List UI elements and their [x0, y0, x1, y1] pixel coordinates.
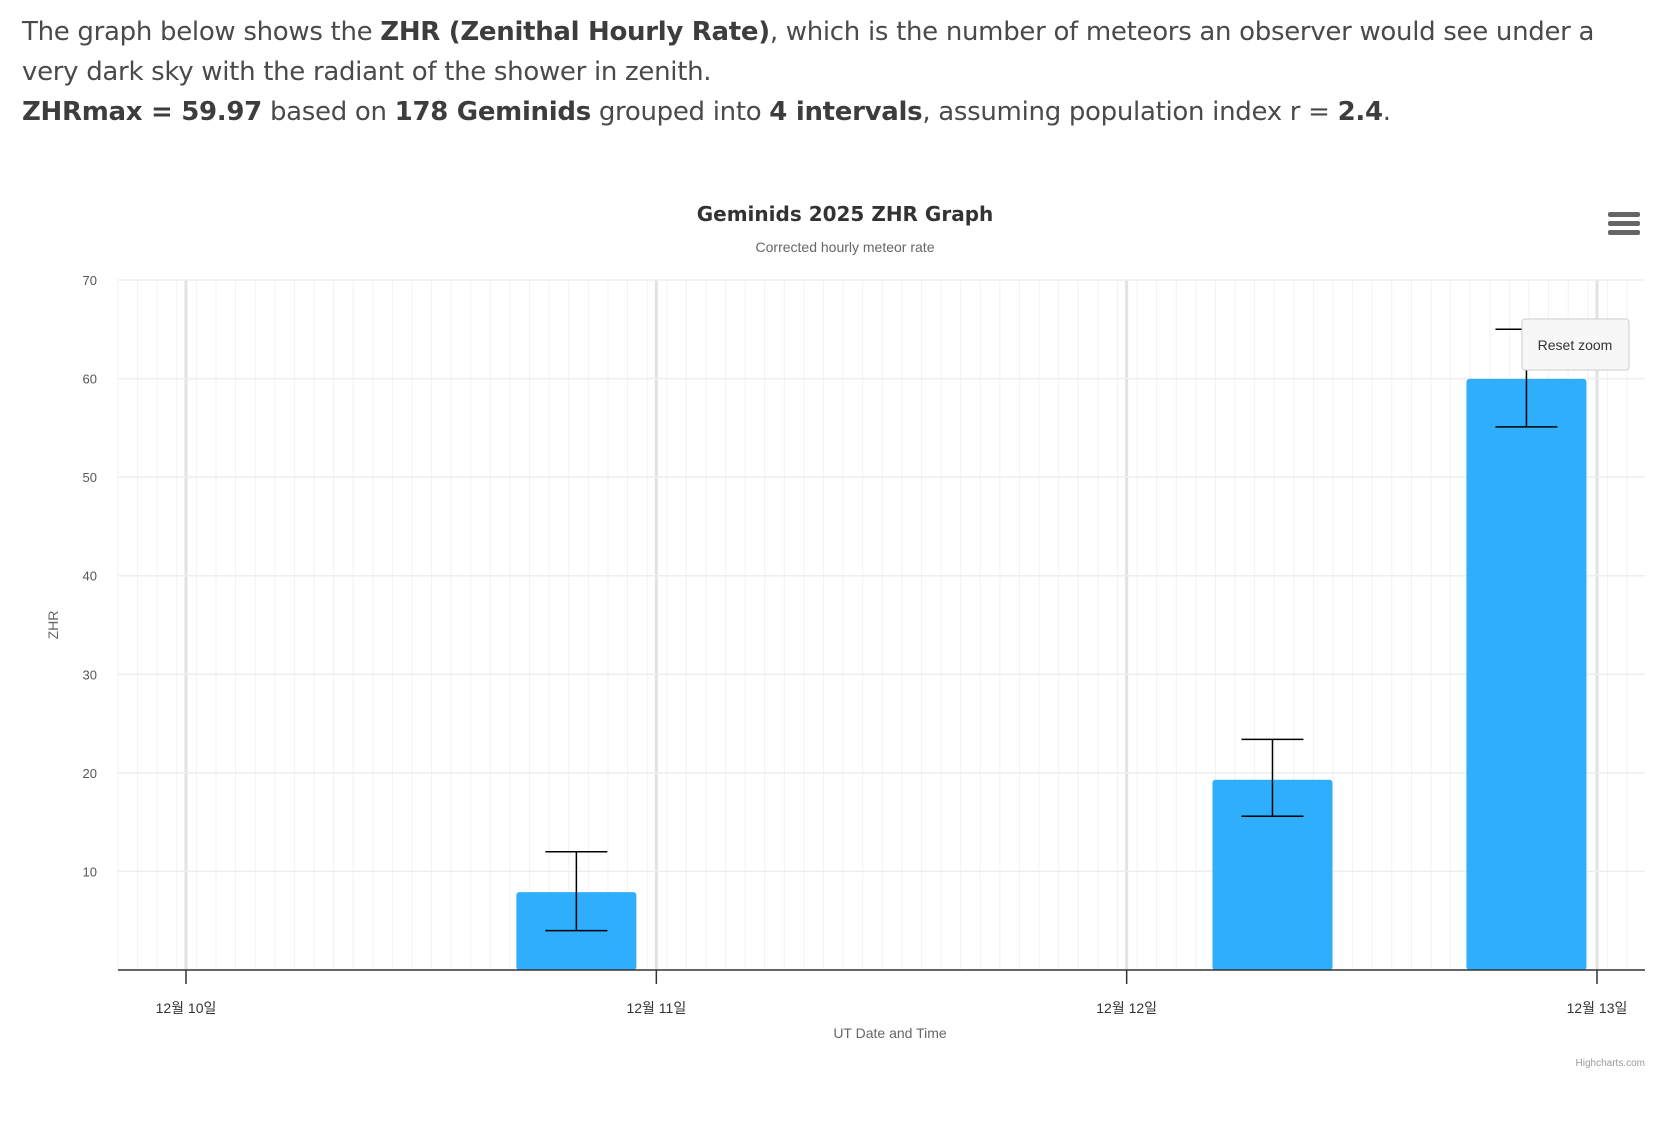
meteor-count: 178 Geminids — [394, 97, 592, 127]
intro-pre: The graph below shows the — [22, 17, 381, 47]
y-tick-label: 10 — [83, 864, 97, 879]
y-tick-label: 40 — [83, 569, 97, 584]
hamburger-menu-icon[interactable] — [1604, 204, 1644, 240]
y-tick-label: 60 — [83, 372, 97, 387]
chart-title: Geminids 2025 ZHR Graph — [697, 202, 994, 226]
intro-text: The graph below shows the ZHR (Zenithal … — [22, 12, 1622, 132]
population-index: 2.4 — [1337, 97, 1383, 127]
x-axis-label: UT Date and Time — [833, 1025, 947, 1041]
x-axis-ticks: 12월 10일 12월 11일 12월 12일 12월 13일 — [156, 970, 1628, 1016]
summary-end: . — [1382, 97, 1391, 127]
summary-text-1: based on — [261, 97, 395, 127]
x-tick-label: 12월 10일 — [156, 1000, 217, 1016]
zhrmax-value: ZHRmax = 59.97 — [22, 97, 262, 127]
x-tick-label: 12월 11일 — [626, 1000, 686, 1016]
x-tick-label: 12월 13일 — [1567, 1000, 1628, 1016]
y-tick-label: 50 — [83, 470, 97, 485]
credits-link[interactable]: Highcharts.com — [1576, 1058, 1645, 1069]
reset-zoom-label: Reset zoom — [1538, 337, 1613, 353]
y-tick-label: 30 — [83, 667, 97, 682]
error-bars — [545, 328, 1558, 932]
bar-series[interactable] — [516, 378, 1587, 970]
intro-zhr-term: ZHR (Zenithal Hourly Rate) — [380, 17, 770, 47]
summary-text-3: , assuming population index r = — [922, 97, 1338, 127]
intro-paragraph: The graph below shows the ZHR (Zenithal … — [22, 12, 1622, 92]
zhr-bar[interactable] — [1212, 779, 1333, 970]
zhr-chart[interactable]: Geminids 2025 ZHR Graph Corrected hourly… — [0, 180, 1671, 1080]
y-axis-label: ZHR — [45, 611, 61, 640]
chart-subtitle: Corrected hourly meteor rate — [756, 239, 935, 255]
y-tick-label: 70 — [83, 273, 97, 288]
intro-summary: ZHRmax = 59.97 based on 178 Geminids gro… — [22, 92, 1622, 132]
interval-count: 4 intervals — [769, 97, 923, 127]
x-tick-label: 12월 12일 — [1096, 1000, 1157, 1016]
y-axis-ticks: 10 20 30 40 50 60 70 — [83, 273, 97, 879]
grid — [117, 279, 1645, 970]
zhr-bar[interactable] — [1466, 378, 1587, 970]
summary-text-2: grouped into — [590, 97, 770, 127]
reset-zoom-button[interactable]: Reset zoom — [1521, 318, 1630, 371]
intro-post: , which is the number of meteors an obse… — [22, 17, 1595, 87]
y-tick-label: 20 — [83, 766, 97, 781]
